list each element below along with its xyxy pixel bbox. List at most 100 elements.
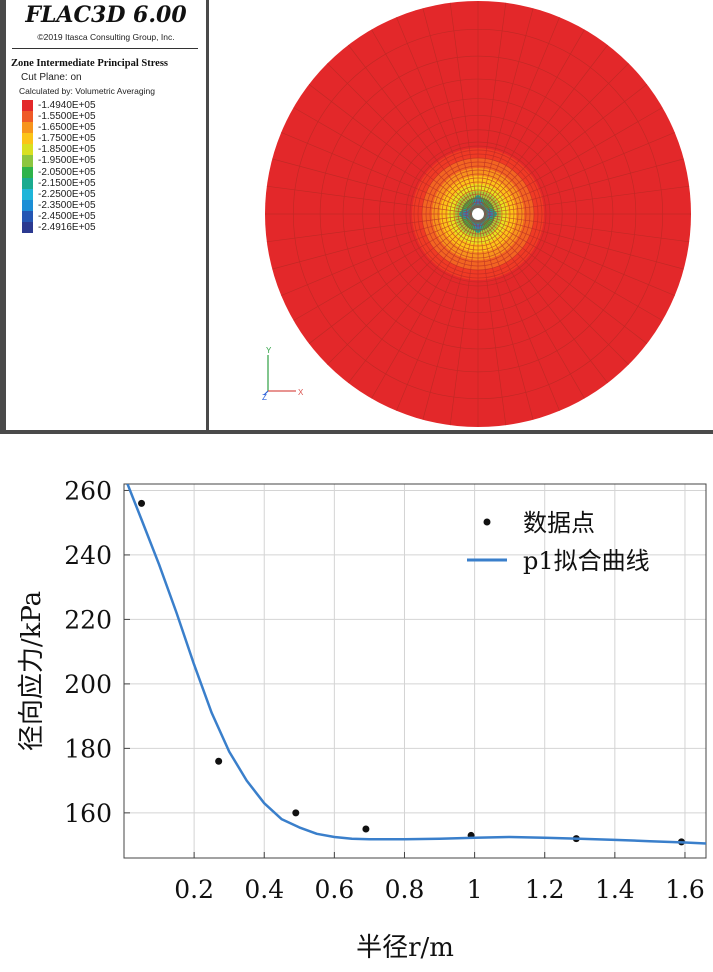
mesh-spoke [483, 216, 663, 321]
legend-value: -1.8500E+05 [38, 144, 96, 156]
legend-value: -1.5500E+05 [38, 111, 96, 123]
x-axis-label: X [298, 388, 304, 397]
color-legend: -1.4940E+05 -1.5500E+05 -1.6500E+05 -1.7500… [22, 100, 202, 234]
legend-value: -2.2500E+05 [38, 188, 96, 200]
legend-panel: FLAC3D 6.00 ©2019 Itasca Consulting Grou… [8, 0, 204, 428]
legend-item: -2.4916E+05 [22, 222, 202, 234]
legend-item: -1.7500E+05 [22, 133, 202, 145]
panel-border-left [0, 0, 6, 434]
mesh-spoke [483, 158, 684, 213]
x-tick-label: 0.6 [314, 875, 354, 904]
mesh-spoke [481, 217, 629, 365]
legend-value: -2.3500E+05 [38, 199, 96, 211]
chart-svg: 0.2 0.4 0.6 0.8 1 1.2 1.4 1.6 160 180 200 220 240 260… [17, 476, 707, 963]
y-tick-label: 240 [64, 541, 112, 570]
legend-value: -1.6500E+05 [38, 122, 96, 134]
fit-curve [126, 484, 706, 845]
legend-item: -2.2500E+05 [22, 188, 202, 200]
mesh-spoke [422, 219, 477, 420]
legend-label-fit: p1拟合曲线 [523, 547, 650, 575]
legend-value: -1.7500E+05 [38, 133, 96, 145]
y-tick-label: 160 [64, 799, 112, 828]
legend-swatch [22, 155, 33, 167]
mesh-spoke [480, 219, 585, 399]
legend-item: -1.9500E+05 [22, 155, 202, 167]
flac3d-panel: FLAC3D 6.00 ©2019 Itasca Consulting Grou… [0, 0, 713, 434]
legend-value: -2.1500E+05 [38, 177, 96, 189]
legend-value: -1.9500E+05 [38, 155, 96, 167]
mesh-svg [265, 1, 691, 427]
cut-plane-text: Cut Plane: on [21, 72, 82, 83]
mesh-spoke [293, 107, 473, 212]
legend-value: -2.0500E+05 [38, 166, 96, 178]
mesh-lines [265, 1, 691, 427]
mesh-spoke [308, 84, 474, 211]
copyright-text: ©2019 Itasca Consulting Group, Inc. [37, 32, 175, 42]
x-tick-label: 0.4 [244, 875, 284, 904]
mesh-spoke [327, 63, 475, 211]
data-point [215, 757, 223, 765]
y-axis-label: Y [266, 346, 272, 355]
mesh-spoke [272, 215, 473, 270]
grid [124, 484, 706, 858]
mesh-spoke [396, 17, 477, 209]
y-tick-label: 220 [64, 605, 112, 634]
mesh-spoke [266, 214, 473, 243]
legend-marker-points [483, 518, 491, 526]
z-axis-label: Z [262, 393, 267, 401]
radial-stress-chart: 0.2 0.4 0.6 0.8 1 1.2 1.4 1.6 160 180 200 220 240 260… [0, 440, 713, 968]
legend-swatch [22, 111, 33, 123]
legend-item: -2.1500E+05 [22, 177, 202, 189]
legend-swatch [22, 177, 33, 189]
legend-item: -1.4940E+05 [22, 100, 202, 112]
z-axis-line [263, 390, 269, 396]
mesh-spoke [483, 132, 675, 213]
x-axis-title: 半径r/m [356, 933, 454, 963]
legend-item: -1.6500E+05 [22, 122, 202, 134]
legend-swatch [22, 199, 33, 211]
mesh-spoke [348, 44, 475, 210]
mesh-spoke [483, 214, 690, 243]
chart-legend: 数据点 p1拟合曲线 [467, 509, 650, 575]
axis-triad: Y Z X [262, 345, 312, 402]
x-tick-label: 1.4 [595, 875, 635, 904]
mesh-spoke [479, 8, 534, 209]
mesh-spoke [482, 217, 648, 344]
mesh-spoke [483, 215, 684, 270]
legend-swatch [22, 133, 33, 145]
mesh-spoke [293, 216, 473, 321]
x-tick-label: 0.2 [174, 875, 214, 904]
mesh-spoke [272, 158, 473, 213]
mesh-spoke [478, 219, 507, 426]
data-point [292, 809, 300, 817]
mesh-spoke [479, 219, 534, 420]
mesh-spoke [481, 63, 629, 211]
legend-item: -1.5500E+05 [22, 111, 202, 123]
y-tick-label: 260 [64, 476, 112, 505]
legend-heading: Zone Intermediate Principal Stress [11, 58, 168, 69]
legend-item: -1.8500E+05 [22, 144, 202, 156]
calculation-method-text: Calculated by: Volumetric Averaging [19, 86, 155, 96]
x-tick-label: 1 [467, 875, 483, 904]
data-series [126, 484, 706, 846]
plot-frame [123, 483, 707, 859]
mesh-spoke [483, 215, 675, 296]
x-tick-label: 1.2 [525, 875, 565, 904]
legend-item: -2.0500E+05 [22, 166, 202, 178]
legend-swatch [22, 188, 33, 200]
mesh-spoke [266, 185, 473, 214]
y-tick-label: 180 [64, 734, 112, 763]
software-title: FLAC3D 6.00 [25, 2, 187, 28]
stress-contour-plot [250, 0, 713, 432]
x-tick-label: 1.6 [665, 875, 705, 904]
panel-border-bottom [0, 430, 713, 434]
y-tick-label: 200 [64, 670, 112, 699]
panel-divider [206, 0, 209, 434]
mesh-spoke [422, 8, 477, 209]
mesh-spoke [327, 217, 475, 365]
legend-swatch [22, 100, 33, 112]
legend-label-points: 数据点 [523, 509, 595, 537]
tunnel-opening [472, 208, 484, 220]
mesh-spoke [483, 185, 690, 214]
axis-ticks: 0.2 0.4 0.6 0.8 1 1.2 1.4 1.6 160 180 200 220 240 260 [64, 476, 705, 904]
